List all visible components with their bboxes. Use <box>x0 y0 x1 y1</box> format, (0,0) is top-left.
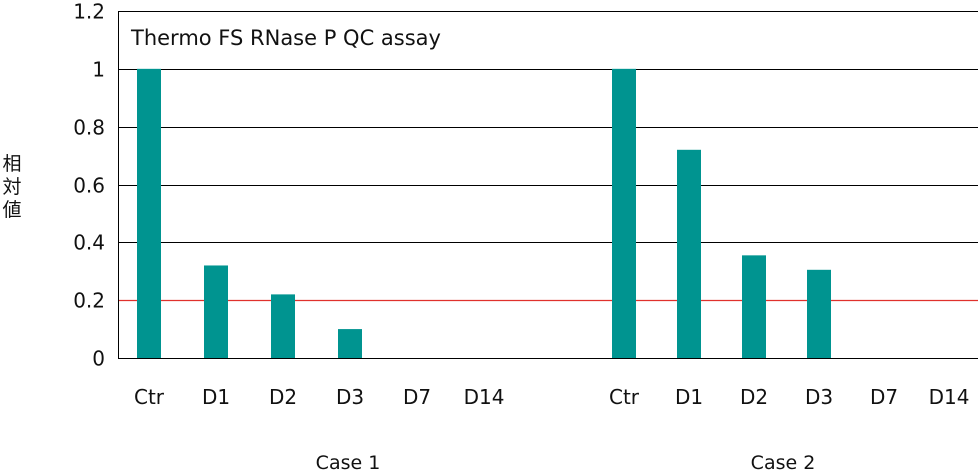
y-tick-label: 0 <box>92 347 105 371</box>
x-tick-label: D1 <box>675 385 703 409</box>
x-tick-label: D2 <box>269 385 297 409</box>
x-tick-label: Ctr <box>609 385 640 409</box>
bar <box>807 269 831 358</box>
y-tick-label: 0.2 <box>73 289 105 313</box>
axes <box>118 11 978 359</box>
y-axis-label: 相対値 <box>2 153 21 221</box>
x-tick-label: D14 <box>464 385 505 409</box>
x-tick-label: D3 <box>805 385 833 409</box>
x-tick-label: D7 <box>870 385 898 409</box>
bar <box>271 294 295 358</box>
bar <box>204 265 228 358</box>
x-tick-label: Ctr <box>134 385 165 409</box>
bars <box>137 68 831 358</box>
bar <box>742 255 766 358</box>
y-tick-label: 0.4 <box>73 231 105 255</box>
gridlines <box>118 11 978 301</box>
bar <box>137 68 161 358</box>
x-tick-label: D3 <box>336 385 364 409</box>
group-label: Case 1 <box>316 452 381 471</box>
x-tick-label: D7 <box>403 385 431 409</box>
y-tick-label: 0.8 <box>73 116 105 140</box>
x-tick-label: D14 <box>929 385 970 409</box>
chart-title: Thermo FS RNase P QC assay <box>130 26 441 50</box>
bar <box>677 149 701 358</box>
group-label: Case 2 <box>751 452 816 471</box>
y-tick-label: 1.2 <box>73 0 105 24</box>
bar <box>612 68 636 358</box>
x-tick-label: D2 <box>740 385 768 409</box>
y-tick-label: 0.6 <box>73 174 105 198</box>
y-tick-label: 1 <box>92 58 105 82</box>
bar <box>338 329 362 358</box>
x-tick-label: D1 <box>202 385 230 409</box>
